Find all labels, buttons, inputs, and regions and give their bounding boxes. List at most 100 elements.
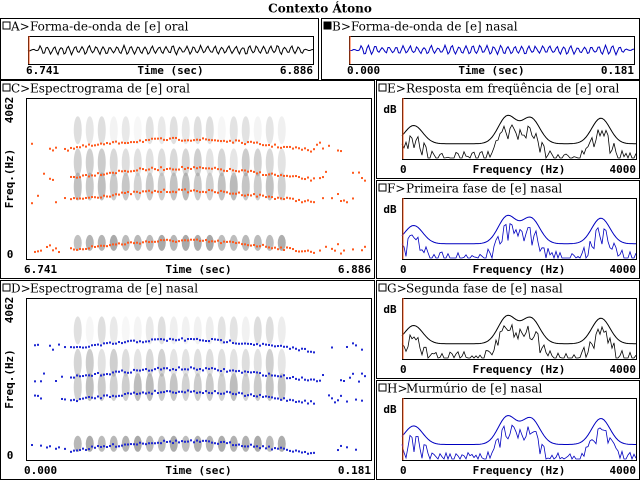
formant-dot [202, 190, 204, 193]
formant-dot [124, 443, 126, 446]
formant-dot [187, 166, 189, 169]
formant-dot [100, 244, 102, 247]
formant-dot [298, 198, 300, 201]
formant-dot [91, 144, 93, 147]
formant-dot [130, 392, 132, 395]
formant-dot [229, 391, 231, 394]
spectrogram-blob [181, 234, 190, 251]
formant-dot [238, 391, 240, 394]
formant-dot [280, 197, 282, 200]
formant-dot [283, 397, 285, 400]
formant-dot [352, 342, 354, 345]
formant-dot [127, 340, 129, 343]
formant-dot [301, 250, 303, 253]
formant-dot [292, 399, 294, 402]
formant-dot [292, 346, 294, 349]
formant-dot [244, 169, 246, 172]
formant-dot [133, 141, 135, 144]
formant-dot [355, 448, 357, 451]
formant-dot [205, 167, 207, 170]
formant-dot [199, 191, 201, 194]
formant-dot [247, 244, 249, 247]
spectrogram-blob [265, 148, 274, 177]
formant-dot [229, 369, 231, 372]
spectrogram-blob [73, 435, 82, 452]
spectrogram-blob [217, 373, 226, 402]
formant-dot [193, 238, 195, 241]
formant-dot [181, 239, 183, 242]
spectrogram-blob [253, 148, 262, 177]
formant-dot [124, 341, 126, 344]
formant-dot [208, 391, 210, 394]
formant-dot [244, 143, 246, 146]
formant-dot [97, 395, 99, 398]
formant-dot [163, 338, 165, 341]
formant-dot [121, 170, 123, 173]
formant-dot [280, 174, 282, 177]
formant-dot [241, 194, 243, 197]
formant-dot [151, 442, 153, 445]
formant-dot [97, 245, 99, 248]
formant-dot [37, 343, 39, 346]
formant-dot [85, 247, 87, 250]
panel-title: Primeira fase de [e] nasal [406, 182, 562, 196]
spectrogram-blob [133, 148, 142, 177]
spectrogram-blob [109, 348, 118, 377]
formant-dot [223, 139, 225, 142]
formant-dot [163, 168, 165, 171]
formant-dot [280, 146, 282, 149]
x-start-label: 0 [400, 464, 407, 477]
formant-dot [175, 240, 177, 243]
spectrogram-blob [121, 172, 130, 201]
formant-dot [160, 368, 162, 371]
formant-dot [244, 370, 246, 373]
spectrogram-blob [85, 148, 94, 177]
formant-dot [40, 397, 42, 400]
formant-dot [247, 445, 249, 448]
formant-dot [118, 242, 120, 245]
panel-label: G> [387, 282, 407, 296]
formant-dot [178, 168, 180, 171]
formant-dot [178, 188, 180, 191]
formant-dot [286, 345, 288, 348]
formant-dot [112, 243, 114, 246]
formant-dot [304, 378, 306, 381]
formant-dot [109, 341, 111, 344]
formant-dot [295, 250, 297, 253]
formant-dot [79, 398, 81, 401]
x-end-label: 0.181 [601, 64, 634, 77]
formant-dot [295, 377, 297, 380]
formant-dot [304, 347, 306, 350]
formant-dot [337, 243, 339, 246]
formant-dot [265, 144, 267, 147]
formant-dot [214, 367, 216, 370]
formant-dot [154, 368, 156, 371]
formant-dot [163, 391, 165, 394]
formant-dot [223, 368, 225, 371]
formant-dot [310, 350, 312, 353]
formant-dot [247, 370, 249, 373]
formant-dot [283, 345, 285, 348]
formant-dot [235, 170, 237, 173]
formant-dot [256, 195, 258, 198]
spectrogram-blob [73, 116, 82, 145]
formant-dot [157, 441, 159, 444]
formant-dot [130, 371, 132, 374]
spectrogram-blob [205, 234, 214, 251]
formant-dot [82, 346, 84, 349]
formant-dot [175, 368, 177, 371]
formant-dot [259, 393, 261, 396]
panel-label: B> [332, 20, 351, 34]
formant-dot [259, 171, 261, 174]
x-axis-label: Time (sec) [165, 464, 231, 477]
formant-dot [334, 249, 336, 252]
formant-dot [85, 396, 87, 399]
spectrogram-blob [73, 172, 82, 201]
formant-dot [154, 168, 156, 171]
x-end-label: 6.886 [338, 263, 371, 276]
spectrogram-blob [253, 316, 262, 345]
spectrogram-blob [145, 148, 154, 177]
formant-dot [217, 369, 219, 372]
y-axis-label: dB [383, 403, 397, 416]
formant-dot [112, 394, 114, 397]
